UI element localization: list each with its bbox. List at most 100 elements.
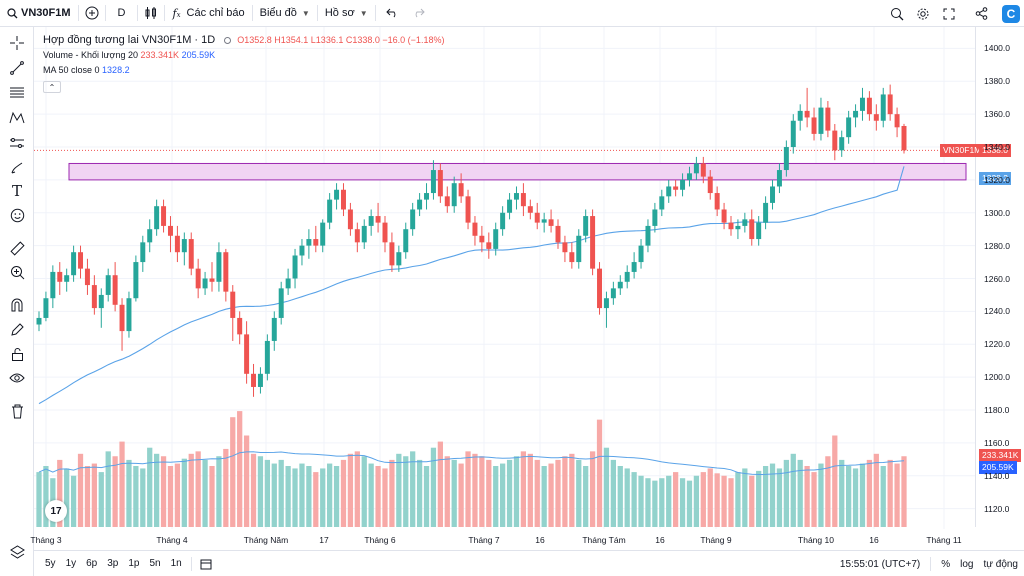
share-icon [975,7,987,20]
volume-bar [84,466,91,527]
undo-button[interactable] [380,0,406,27]
volume-bar [181,458,187,527]
volume-bar [299,463,305,527]
candle-body [770,186,776,203]
ma-legend-row[interactable]: MA 50 close 0 1328.2 [43,63,444,78]
symbol-legend-row[interactable]: Hợp đồng tương lai VN30F1M · 1D O1352.8 … [43,33,444,48]
pattern-tool[interactable] [0,107,34,129]
volume-bar [548,463,554,527]
emoji-tool[interactable] [0,204,34,226]
divider [190,556,192,571]
candle-body [873,114,879,121]
range-button-1p[interactable]: 1p [128,558,140,569]
volume-bar [693,475,700,527]
price-chart[interactable] [34,27,975,529]
time-tick-label: Tháng 11 [926,535,962,545]
range-button-5n[interactable]: 5n [149,558,161,569]
volume-bar [610,459,616,527]
goto-date-button[interactable] [200,558,212,570]
candle-body [686,173,692,180]
candles-type-button[interactable] [138,0,164,27]
candle-body [71,252,77,276]
range-button-1n[interactable]: 1n [170,558,182,569]
chart-layout-button[interactable]: Biểu đồ ▼ [253,0,317,27]
auto-scale-toggle[interactable]: tự động [983,558,1019,570]
magnet-tool[interactable] [0,294,34,316]
interval-label: D [117,7,126,19]
zoom-in-tool[interactable] [0,261,34,283]
hide-drawings-tool[interactable] [0,367,34,389]
range-button-6p[interactable]: 6p [86,558,98,569]
indicators-button[interactable]: fx Các chỉ báo [165,0,251,27]
top-toolbar: VN30F1M D fx Các chỉ báo Biểu đồ ▼ Hồ sơ… [0,0,1024,27]
plus-circle-icon [85,6,99,20]
range-button-1y[interactable]: 1y [65,558,77,569]
crosshair-tool[interactable] [0,32,34,54]
candle-body [569,252,575,263]
volume-bar [368,463,374,527]
candle-body [832,130,838,151]
candle-body [493,229,499,249]
compare-symbol-button[interactable] [79,0,105,27]
candle-body [451,183,457,207]
brand-logo-button[interactable]: C [998,0,1024,27]
percent-scale-toggle[interactable]: % [941,558,951,570]
volume-bar [119,441,125,527]
measure-tool[interactable] [0,237,34,259]
object-tree-tool[interactable] [0,541,34,563]
crosshair-icon [10,36,24,50]
lock-drawings-tool[interactable] [0,343,34,365]
remove-drawings-tool[interactable] [0,400,34,422]
quick-search-button[interactable] [884,0,910,27]
symbol-search[interactable]: VN30F1M [0,0,78,27]
volume-bar [811,472,817,527]
snapshot-button[interactable] [968,0,994,27]
fullscreen-button[interactable] [936,0,962,27]
brush-tool[interactable] [0,157,34,179]
settings-button[interactable] [910,0,936,27]
text-tool[interactable]: T [0,180,34,202]
candle-body [638,245,644,263]
forecast-tool[interactable] [0,132,34,154]
tradingview-logo[interactable]: 17 [45,500,67,522]
legend-collapse-button[interactable]: ⌃ [43,81,61,93]
trendline-tool[interactable] [0,57,34,79]
volume-legend-row[interactable]: Volume - Khối lượng 20 233.341K 205.59K [43,48,444,63]
clock-timezone[interactable]: 15:55:01 (UTC+7) [839,558,921,570]
candle-body [583,216,589,236]
volume-bar [243,435,250,527]
stay-drawing-tool[interactable] [0,318,34,340]
range-button-3p[interactable]: 3p [107,558,119,569]
volume-bar [762,466,769,527]
candle-body [811,117,817,134]
time-axis[interactable]: Tháng 3 Tháng 4 Tháng Năm 17 Tháng 6 Tháng 7 1… [30,529,975,547]
volume-bar [423,466,430,527]
volume-bar [389,459,395,527]
time-tick-label: 16 [869,535,879,545]
volume-bar [126,459,132,527]
volume-bar [57,459,63,527]
candle-body [562,242,568,253]
fib-tool[interactable] [0,82,34,104]
volume-bar [679,478,686,527]
price-tick-label: 1400.0 [984,43,1010,54]
log-scale-toggle[interactable]: log [960,558,974,570]
volume-bar [174,463,181,527]
candle-body [105,275,111,295]
price-axis[interactable]: VN30F1M 1338.0 1328.2 233.341K 205.59K 1… [940,27,1024,527]
candle-body [320,222,326,246]
candle-body [901,125,907,151]
time-tick-label: Tháng 3 [30,535,62,545]
candle-body [140,242,146,263]
interval-button[interactable]: D [106,0,138,27]
volume-bar [112,456,118,527]
candle-body [347,209,353,230]
volume-bar [188,453,194,527]
support-zone-rectangle[interactable] [68,162,967,181]
range-button-5y[interactable]: 5y [45,558,56,569]
profile-button[interactable]: Hồ sơ ▼ [318,0,375,27]
candle-body [728,222,734,230]
legend-open: O1352.8 [237,35,272,45]
brush-icon [11,162,23,174]
redo-button[interactable] [406,0,432,27]
